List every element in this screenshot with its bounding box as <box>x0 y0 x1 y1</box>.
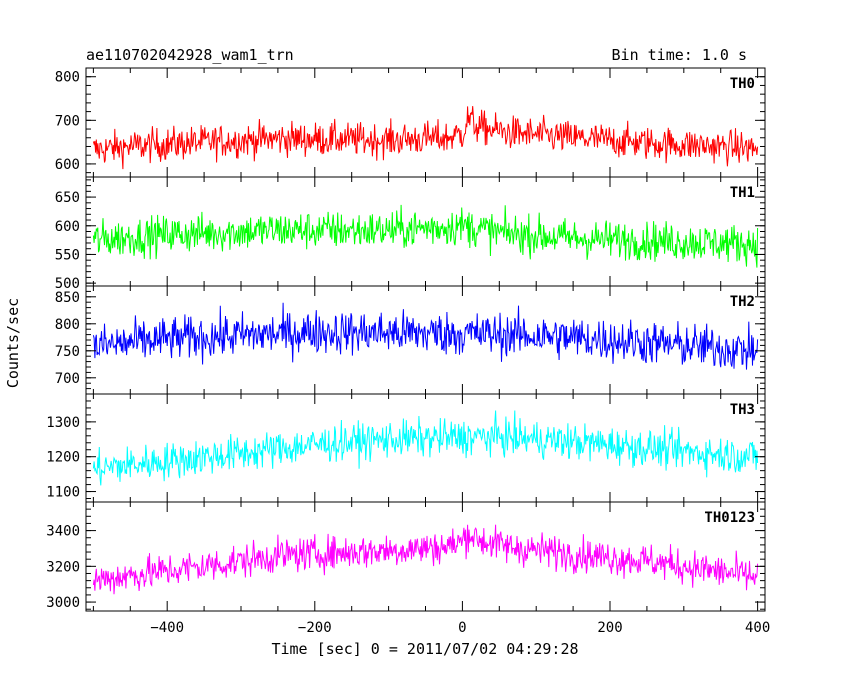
y-tick-label: 700 <box>55 371 80 387</box>
panel-label: TH1 <box>730 185 755 201</box>
panel-frame <box>85 501 766 612</box>
bin-time-label: Bin time: 1.0 s <box>612 46 747 64</box>
y-tick-label: 700 <box>55 113 80 129</box>
series-line-th2 <box>92 302 759 370</box>
plot-title: ae110702042928_wam1_trn <box>86 46 294 64</box>
series-line-th0123 <box>92 524 759 595</box>
y-tick-label: 3400 <box>46 524 80 540</box>
panel-label: TH2 <box>730 294 755 310</box>
y-tick-label: 500 <box>55 276 80 292</box>
panel-th2: 700 750 800 850 TH2 <box>55 285 766 395</box>
y-tick-label: 850 <box>55 290 80 306</box>
panel-label: TH0123 <box>704 510 755 526</box>
y-tick-label: 600 <box>55 219 80 235</box>
panel-th0123: 3000 3200 3400 TH0123 <box>46 501 766 612</box>
x-tick-label: 0 <box>458 620 466 636</box>
panel-frame <box>85 67 766 178</box>
series-line-th3 <box>92 410 759 486</box>
series-line-th0 <box>92 106 759 170</box>
x-tick-label: 400 <box>745 620 770 636</box>
y-tick-label: 650 <box>55 190 80 206</box>
y-tick-label: 600 <box>55 157 80 173</box>
panel-th0: 600 700 800 TH0 <box>55 67 766 178</box>
x-tick-labels: −400 −200 0 200 400 <box>150 620 770 636</box>
y-tick-label: 550 <box>55 247 80 263</box>
x-tick-label: −200 <box>298 620 332 636</box>
panels-group: 600 700 800 TH0 500 550 600 650 TH1 700 750 800 850 T… <box>46 67 766 612</box>
y-tick-label: 800 <box>55 317 80 333</box>
panel-th1: 500 550 600 650 TH1 <box>55 176 766 292</box>
y-tick-label: 1300 <box>46 415 80 431</box>
y-tick-label: 1100 <box>46 485 80 501</box>
panel-label: TH3 <box>730 402 755 418</box>
y-tick-label: 3000 <box>46 595 80 611</box>
panel-th3: 1100 1200 1300 TH3 <box>46 393 766 503</box>
y-axis-label: Counts/sec <box>4 298 22 388</box>
panel-label: TH0 <box>730 76 755 92</box>
x-tick-label: −400 <box>150 620 184 636</box>
y-tick-label: 800 <box>55 70 80 86</box>
x-tick-label: 200 <box>597 620 622 636</box>
y-tick-label: 750 <box>55 344 80 360</box>
series-line-th1 <box>92 204 759 268</box>
x-axis-label: Time [sec] 0 = 2011/07/02 04:29:28 <box>271 640 578 658</box>
y-tick-label: 3200 <box>46 559 80 575</box>
y-tick-label: 1200 <box>46 450 80 466</box>
